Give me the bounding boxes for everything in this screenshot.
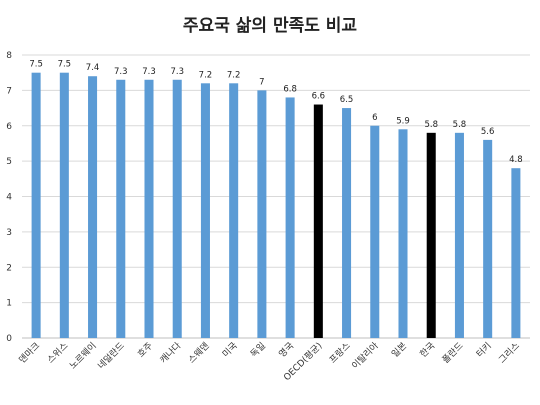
data-label: 6.6	[312, 92, 326, 102]
data-label: 5.6	[481, 127, 495, 137]
x-tick-label: 노르웨이	[67, 340, 99, 372]
x-tick-label: 캐나다	[158, 340, 184, 366]
chart-title: 주요국 삶의 만족도 비교	[183, 16, 358, 36]
x-tick-label: 독일	[249, 340, 268, 359]
bars	[31, 72, 521, 339]
x-tick-label: 호주	[136, 340, 155, 359]
bar	[200, 83, 210, 338]
data-label: 7.3	[114, 67, 128, 77]
bar	[313, 104, 323, 339]
bar	[229, 83, 239, 338]
bar	[88, 76, 98, 338]
bar	[144, 79, 154, 338]
data-label: 7.5	[58, 60, 72, 70]
x-tick-label: 폴란드	[440, 340, 466, 366]
bar	[59, 72, 69, 338]
data-labels: 7.5 7.5 7.4 7.3 7.3 7.3 7.2 7.2 7 6.8 6.6 6.5 6 5.9 5.…	[29, 60, 522, 166]
y-tick-label: 8	[6, 51, 12, 61]
y-tick-label: 4	[6, 193, 12, 203]
bar	[172, 79, 182, 338]
x-tick-label: 이탈리아	[350, 340, 382, 372]
gridlines	[22, 54, 530, 339]
data-label: 4.8	[509, 155, 523, 165]
data-label: 5.8	[424, 120, 438, 130]
y-tick-label: 5	[6, 157, 12, 167]
bar	[398, 129, 408, 338]
y-tick-label: 7	[6, 86, 12, 96]
y-tick-label: 6	[6, 122, 12, 132]
x-tick-label: 스웨덴	[186, 340, 212, 366]
data-label: 7.3	[142, 67, 156, 77]
data-label: 7	[259, 77, 264, 87]
y-tick-label: 0	[6, 334, 12, 344]
bar	[511, 168, 521, 338]
bar	[31, 72, 41, 338]
x-tick-label: 일본	[390, 340, 409, 359]
bar	[285, 97, 295, 338]
x-tick-label: 미국	[220, 340, 239, 359]
x-tick-label: 프랑스	[327, 340, 353, 366]
x-tick-label: 한국	[418, 340, 437, 359]
x-tick-label: 스위스	[45, 340, 70, 365]
y-tick-label: 3	[6, 228, 12, 238]
data-label: 5.8	[453, 120, 467, 130]
data-label: 6	[372, 113, 377, 123]
bar	[116, 79, 126, 338]
bar	[370, 125, 380, 338]
data-label: 7.4	[86, 63, 100, 73]
data-label: 7.2	[199, 70, 213, 80]
bar	[483, 139, 493, 338]
x-tick-label: 덴마크	[17, 340, 42, 365]
bar	[454, 132, 464, 338]
bar	[426, 132, 436, 338]
x-tick-label: 터키	[474, 340, 493, 359]
x-tick-label: 영국	[277, 340, 296, 359]
data-label: 6.8	[283, 84, 297, 94]
data-label: 7.5	[29, 60, 43, 70]
y-axis-ticks: 0 1 2 3 4 5 6 7 8	[6, 51, 12, 344]
x-tick-label: 네덜란드	[95, 340, 127, 372]
data-label: 6.5	[340, 95, 354, 105]
x-tick-label: 그리스	[497, 340, 522, 365]
y-tick-label: 1	[6, 299, 12, 309]
bar	[342, 108, 352, 338]
data-label: 7.2	[227, 70, 241, 80]
data-label: 5.9	[396, 116, 410, 126]
data-label: 7.3	[170, 67, 184, 77]
bar	[257, 90, 267, 338]
y-tick-label: 2	[6, 263, 12, 273]
